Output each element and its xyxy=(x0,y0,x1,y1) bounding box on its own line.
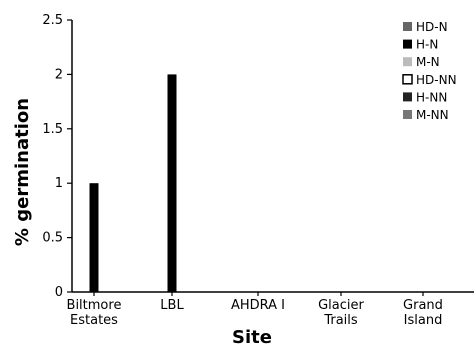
x-category-label: Glacier xyxy=(318,298,364,313)
y-tick-label: 1 xyxy=(55,176,63,191)
x-category-label: Island xyxy=(404,313,443,328)
bar-h-n-1 xyxy=(167,74,177,293)
legend-label: HD-N xyxy=(416,20,448,34)
y-tick-label: 1.5 xyxy=(42,122,63,137)
legend-label: H-NN xyxy=(416,90,447,104)
x-category-label: Biltmore xyxy=(67,298,122,313)
legend-swatch xyxy=(402,74,413,85)
legend-label: H-N xyxy=(416,38,438,52)
y-tick-label: 0.5 xyxy=(42,231,63,246)
x-category-label: Estates xyxy=(70,313,118,328)
legend-swatch xyxy=(403,39,412,49)
legend-swatch xyxy=(403,57,412,67)
x-category-label: Trails xyxy=(323,313,358,328)
y-axis-label: % germination xyxy=(12,98,33,246)
legend-swatch xyxy=(403,22,412,31)
legend-label: M-N xyxy=(416,55,440,69)
y-tick-label: 2 xyxy=(55,67,63,82)
legend-swatch xyxy=(403,110,412,119)
y-tick-label: 0 xyxy=(55,285,63,300)
legend-label: HD-NN xyxy=(416,73,457,87)
bar-h-n-0 xyxy=(89,183,99,292)
x-category-label: Grand xyxy=(403,298,443,313)
x-category-label: LBL xyxy=(160,298,184,313)
legend: HD-N H-N M-N HD-NN H-NN M-NN xyxy=(402,20,457,122)
y-axis: 0 0.5 1 1.5 2 2.5 xyxy=(42,13,73,300)
x-axis-label: Site xyxy=(232,327,272,348)
legend-label: M-NN xyxy=(416,108,449,122)
bars xyxy=(89,74,177,293)
x-category-label: AHDRA I xyxy=(231,298,285,313)
legend-swatch xyxy=(403,92,412,102)
y-tick-label: 2.5 xyxy=(42,13,63,28)
